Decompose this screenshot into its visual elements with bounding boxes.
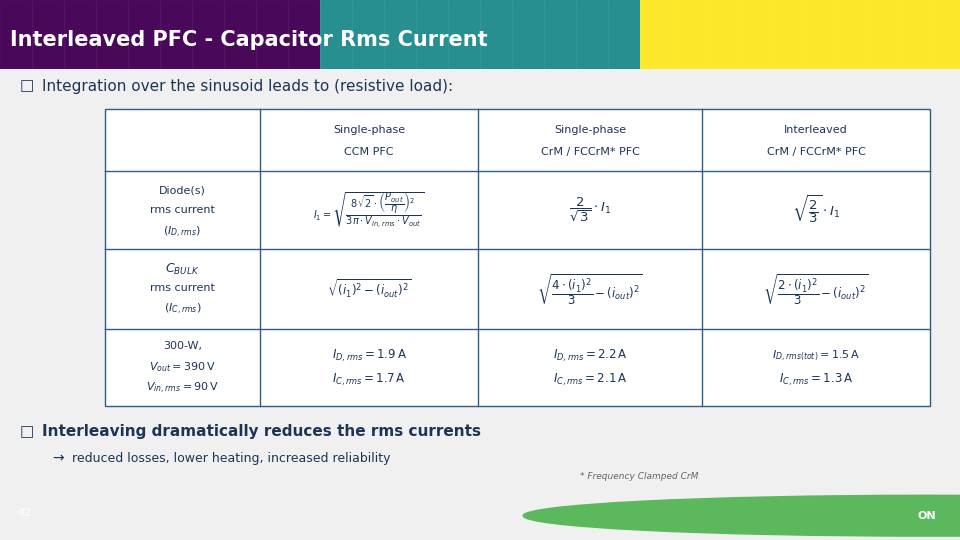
Text: $I_{D,rms}=1.9\,\mathrm{A}$: $I_{D,rms}=1.9\,\mathrm{A}$ [331, 348, 406, 364]
Text: * Frequency Clamped CrM: * Frequency Clamped CrM [580, 472, 698, 481]
Text: CrM / FCCrM* PFC: CrM / FCCrM* PFC [540, 147, 639, 157]
Text: ($I_{D,rms}$): ($I_{D,rms}$) [163, 225, 202, 240]
Bar [352, 0, 384, 69]
Bar [288, 0, 320, 69]
Bar [192, 0, 224, 69]
Bar [256, 0, 288, 69]
Text: $I_{D,rms(tot)}=1.5\,\mathrm{A}$: $I_{D,rms(tot)}=1.5\,\mathrm{A}$ [772, 349, 860, 363]
Text: rms current: rms current [150, 284, 215, 293]
Bar [896, 0, 928, 69]
Text: ON: ON [917, 511, 936, 521]
Text: $\sqrt{\dfrac{2\cdot(i_1)^2}{3}-(i_{out})^2}$: $\sqrt{\dfrac{2\cdot(i_1)^2}{3}-(i_{out}… [763, 272, 869, 307]
Bar [576, 0, 608, 69]
Text: Single-phase: Single-phase [333, 125, 405, 135]
Bar [512, 0, 544, 69]
Text: Interleaved: Interleaved [784, 125, 848, 135]
Text: $\sqrt{\dfrac{4\cdot(i_1)^2}{3}-(i_{out})^2}$: $\sqrt{\dfrac{4\cdot(i_1)^2}{3}-(i_{out}… [538, 272, 642, 307]
Bar [832, 0, 864, 69]
Text: Single-phase: Single-phase [554, 125, 626, 135]
Text: $I_{C,rms}=1.3\,\mathrm{A}$: $I_{C,rms}=1.3\,\mathrm{A}$ [779, 372, 853, 388]
Text: $\sqrt{\dfrac{2}{3}}\cdot I_1$: $\sqrt{\dfrac{2}{3}}\cdot I_1$ [792, 194, 840, 226]
Bar [320, 0, 352, 69]
Text: ON Semiconductor®: ON Semiconductor® [811, 511, 931, 521]
Text: Interleaving dramatically reduces the rms currents: Interleaving dramatically reduces the rm… [42, 424, 481, 439]
Text: $V_{out}=390\,\mathrm{V}$: $V_{out}=390\,\mathrm{V}$ [149, 360, 216, 374]
Bar [96, 0, 128, 69]
Bar [160, 0, 192, 69]
Bar [384, 0, 416, 69]
Bar [448, 0, 480, 69]
Bar [544, 0, 576, 69]
Text: □: □ [20, 424, 35, 439]
Bar [224, 0, 256, 69]
Bar [64, 0, 96, 69]
Bar [608, 0, 640, 69]
Bar [128, 0, 160, 69]
Text: $I_{C,rms}=1.7\,\mathrm{A}$: $I_{C,rms}=1.7\,\mathrm{A}$ [332, 372, 406, 388]
Bar [416, 0, 448, 69]
Bar [864, 0, 896, 69]
Bar [640, 0, 672, 69]
Text: $I_1=\sqrt{\dfrac{8\sqrt{2}\cdot\left(\dfrac{P_{out}}{\eta}\right)^2}{3\pi\cdot : $I_1=\sqrt{\dfrac{8\sqrt{2}\cdot\left(\d… [314, 191, 424, 230]
Bar [672, 0, 704, 69]
Circle shape [523, 495, 960, 536]
Text: $C_{BULK}$: $C_{BULK}$ [165, 262, 200, 277]
Text: 300-W,: 300-W, [163, 341, 202, 351]
Text: Diode(s): Diode(s) [159, 185, 206, 195]
Text: $\dfrac{2}{\sqrt{3}}\cdot I_1$: $\dfrac{2}{\sqrt{3}}\cdot I_1$ [569, 196, 612, 225]
Text: rms current: rms current [150, 205, 215, 215]
Text: 42: 42 [17, 508, 32, 518]
Bar [704, 0, 736, 69]
Bar [928, 0, 960, 69]
Bar [105, 109, 930, 406]
Text: reduced losses, lower heating, increased reliability: reduced losses, lower heating, increased… [72, 452, 391, 465]
Text: $\sqrt{(i_1)^2-(i_{out})^2}$: $\sqrt{(i_1)^2-(i_{out})^2}$ [326, 278, 411, 300]
Bar [768, 0, 800, 69]
Text: →: → [52, 451, 63, 465]
Text: $I_{C,rms}=2.1\,\mathrm{A}$: $I_{C,rms}=2.1\,\mathrm{A}$ [553, 372, 627, 388]
Text: CCM PFC: CCM PFC [345, 147, 394, 157]
Text: CrM / FCCrM* PFC: CrM / FCCrM* PFC [767, 147, 865, 157]
Bar [800, 0, 832, 69]
Bar [480, 0, 512, 69]
Text: Integration over the sinusoid leads to (resistive load):: Integration over the sinusoid leads to (… [42, 79, 453, 93]
Bar [0, 0, 32, 69]
Text: Interleaved PFC - Capacitor Rms Current: Interleaved PFC - Capacitor Rms Current [10, 30, 488, 50]
Text: $I_{D,rms}=2.2\,\mathrm{A}$: $I_{D,rms}=2.2\,\mathrm{A}$ [553, 348, 627, 364]
Text: $V_{in,rms}=90\,\mathrm{V}$: $V_{in,rms}=90\,\mathrm{V}$ [146, 381, 219, 396]
Bar [32, 0, 64, 69]
Bar [736, 0, 768, 69]
Text: ($I_{C,rms}$): ($I_{C,rms}$) [164, 302, 202, 317]
Text: □: □ [20, 79, 35, 93]
